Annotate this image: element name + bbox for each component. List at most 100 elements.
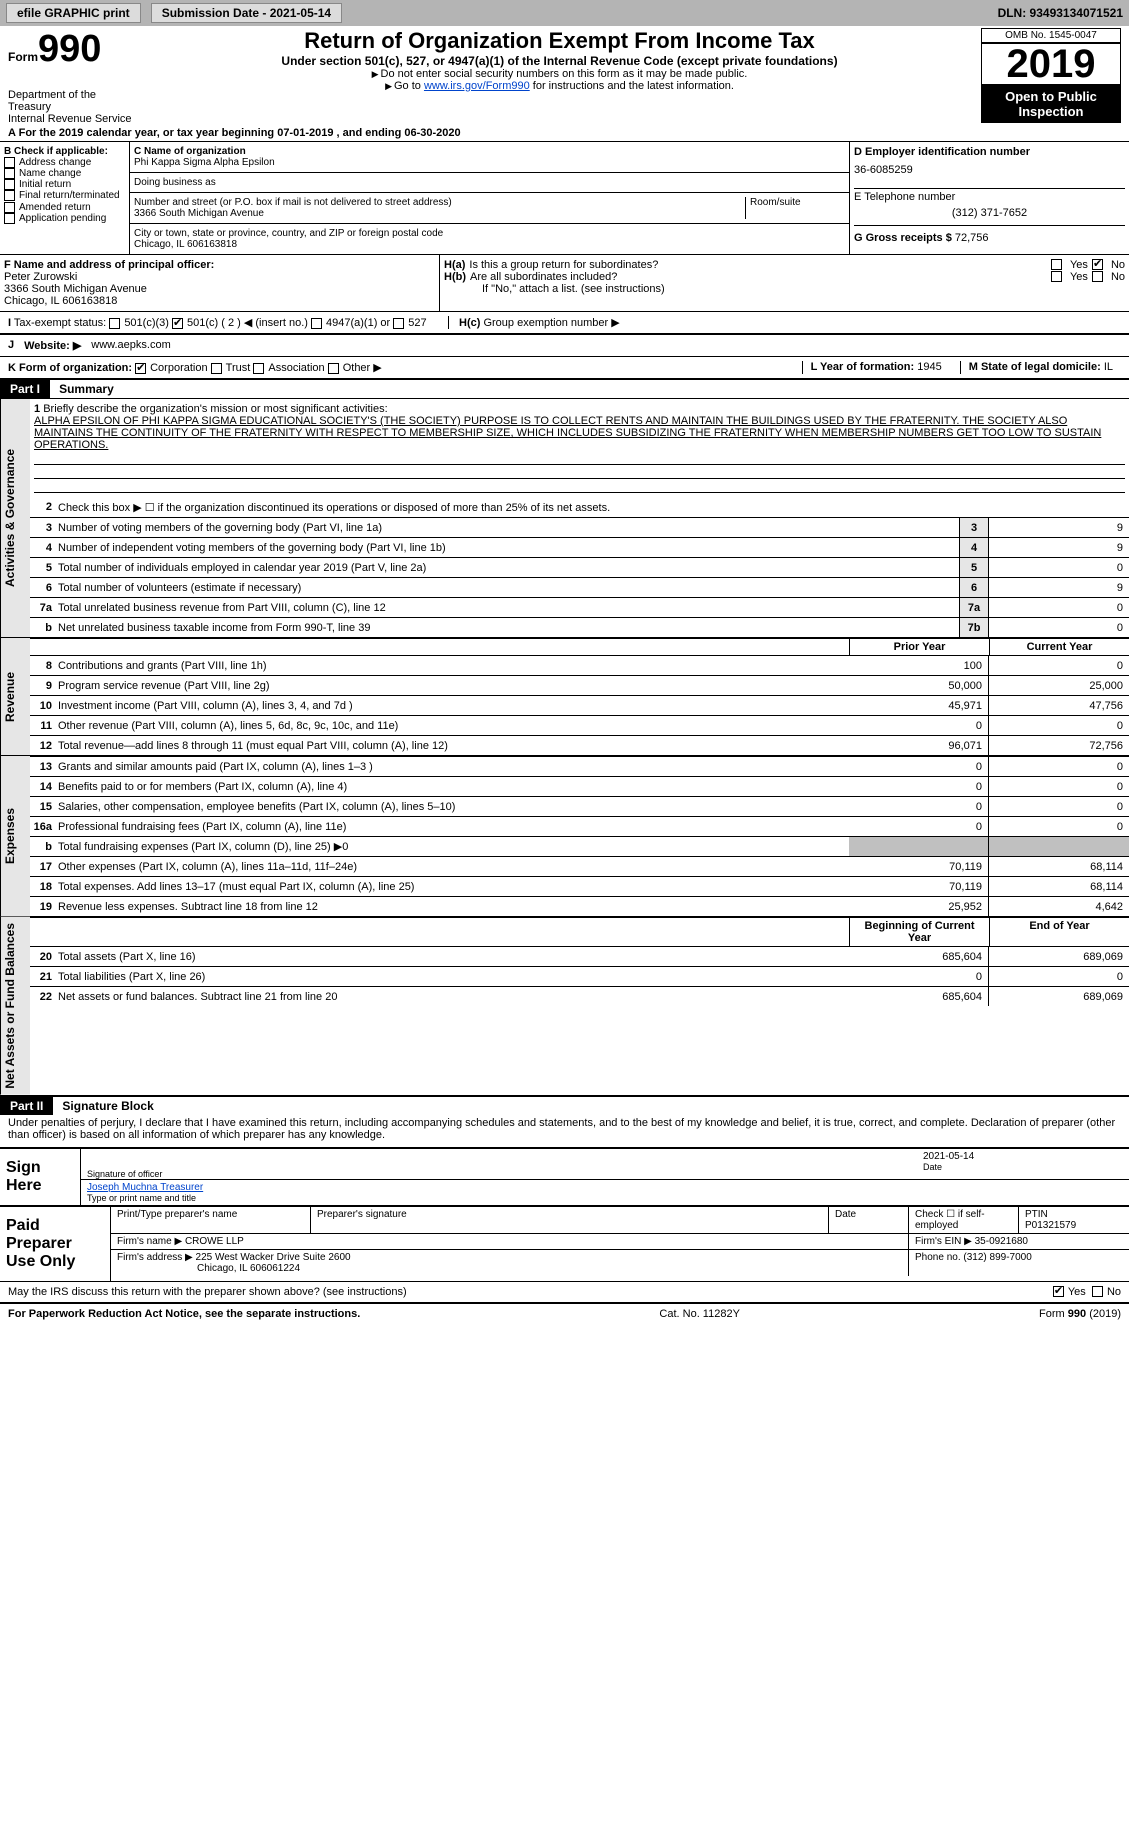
- row-desc: Grants and similar amounts paid (Part IX…: [58, 759, 849, 775]
- row-num: 19: [30, 901, 58, 913]
- chk-pending[interactable]: Application pending: [4, 213, 125, 224]
- prior-value: 685,604: [849, 987, 989, 1006]
- gross-value: 72,756: [955, 232, 989, 244]
- form-no: 990: [38, 28, 101, 70]
- phone-label: E Telephone number: [854, 191, 1125, 203]
- ein-value: 36-6085259: [854, 158, 1125, 186]
- row-box: 6: [959, 578, 989, 597]
- row-num: 15: [30, 801, 58, 813]
- chk-4947[interactable]: [311, 318, 322, 329]
- row-fh: F Name and address of principal officer:…: [0, 254, 1129, 311]
- row-num: 17: [30, 861, 58, 873]
- discuss-no[interactable]: [1092, 1286, 1103, 1297]
- row-desc: Other expenses (Part IX, column (A), lin…: [58, 859, 849, 875]
- chk-501c[interactable]: [172, 318, 183, 329]
- summary-row: 15Salaries, other compensation, employee…: [30, 796, 1129, 816]
- row-value: 0: [989, 618, 1129, 637]
- prep-h4: Check ☐ if self-employed: [909, 1207, 1019, 1233]
- current-value: 68,114: [989, 877, 1129, 896]
- chk-address[interactable]: Address change: [4, 157, 125, 168]
- l-value: 1945: [917, 361, 941, 373]
- summary-netassets: Net Assets or Fund Balances Beginning of…: [0, 916, 1129, 1095]
- firm-addr: 225 West Wacker Drive Suite 2600: [196, 1252, 351, 1263]
- tax-year: 2019: [981, 43, 1121, 85]
- form-header: Form990 Department of the Treasury Inter…: [0, 26, 1129, 125]
- sig-name[interactable]: Joseph Muchna Treasurer: [87, 1182, 1123, 1193]
- end-year-hdr: End of Year: [989, 918, 1129, 946]
- room-label: Room/suite: [750, 197, 845, 208]
- summary-row: 11Other revenue (Part VIII, column (A), …: [30, 715, 1129, 735]
- k-assoc: Association: [268, 362, 324, 374]
- chk-527[interactable]: [393, 318, 404, 329]
- org-city: Chicago, IL 606163818: [134, 239, 845, 250]
- hb-yes[interactable]: [1051, 271, 1062, 282]
- discuss-row: May the IRS discuss this return with the…: [0, 1281, 1129, 1302]
- 501c-label: 501(c) ( 2 ) ◀ (insert no.): [187, 317, 308, 329]
- prior-value: 50,000: [849, 676, 989, 695]
- form-label: Form: [8, 50, 38, 64]
- begin-year-hdr: Beginning of Current Year: [849, 918, 989, 946]
- discuss-yes[interactable]: [1053, 1286, 1064, 1297]
- row-num: 11: [30, 720, 58, 732]
- chk-initial-label: Initial return: [19, 179, 71, 190]
- row-num: 12: [30, 740, 58, 752]
- current-value: 0: [989, 797, 1129, 816]
- discuss-yes-label: Yes: [1068, 1286, 1086, 1298]
- row-num: 16a: [30, 821, 58, 833]
- phone-value: (312) 371-7652: [854, 203, 1125, 223]
- row-num: 6: [30, 582, 58, 594]
- hb-no[interactable]: [1092, 271, 1103, 282]
- summary-row: 20Total assets (Part X, line 16)685,6046…: [30, 946, 1129, 966]
- website-value: www.aepks.com: [91, 339, 170, 352]
- chk-501c3[interactable]: [109, 318, 120, 329]
- instructions-link[interactable]: www.irs.gov/Form990: [424, 80, 530, 92]
- form-number: Form990: [8, 28, 138, 71]
- efile-button[interactable]: efile GRAPHIC print: [6, 3, 141, 23]
- officer-city: Chicago, IL 606163818: [4, 295, 435, 307]
- perjury-text: Under penalties of perjury, I declare th…: [0, 1115, 1129, 1147]
- vtab-activities: Activities & Governance: [0, 399, 30, 637]
- summary-row: 21Total liabilities (Part X, line 26)00: [30, 966, 1129, 986]
- paid-preparer-block: Paid Preparer Use Only Print/Type prepar…: [0, 1205, 1129, 1281]
- form-title: Return of Organization Exempt From Incom…: [146, 28, 973, 54]
- row-desc: Total number of volunteers (estimate if …: [58, 580, 959, 596]
- chk-corp[interactable]: [135, 363, 146, 374]
- current-value: 0: [989, 967, 1129, 986]
- chk-name[interactable]: Name change: [4, 168, 125, 179]
- chk-other[interactable]: [328, 363, 339, 374]
- firm-ein: 35-0921680: [975, 1236, 1028, 1247]
- summary-row: 10Investment income (Part VIII, column (…: [30, 695, 1129, 715]
- current-value: 72,756: [989, 736, 1129, 755]
- chk-pending-label: Application pending: [19, 213, 106, 224]
- sig-date: 2021-05-14: [923, 1151, 1123, 1162]
- prior-value: 0: [849, 757, 989, 776]
- tax-period: A For the 2019 calendar year, or tax yea…: [0, 125, 1129, 141]
- sign-here-label: Sign Here: [0, 1149, 80, 1205]
- row-value: 9: [989, 578, 1129, 597]
- chk-amended-label: Amended return: [19, 202, 91, 213]
- prior-year-hdr: Prior Year: [849, 639, 989, 655]
- part1-hdr: Part I: [0, 380, 50, 398]
- summary-revenue: Revenue Prior Year Current Year 8Contrib…: [0, 637, 1129, 755]
- chk-amended[interactable]: Amended return: [4, 202, 125, 213]
- ha-no[interactable]: [1092, 259, 1103, 270]
- chk-final[interactable]: Final return/terminated: [4, 190, 125, 201]
- chk-trust[interactable]: [211, 363, 222, 374]
- row-desc: Program service revenue (Part VIII, line…: [58, 678, 849, 694]
- row-num: b: [30, 841, 58, 853]
- chk-address-label: Address change: [19, 157, 91, 168]
- row-desc: Benefits paid to or for members (Part IX…: [58, 779, 849, 795]
- summary-row: 13Grants and similar amounts paid (Part …: [30, 756, 1129, 776]
- row-desc: Salaries, other compensation, employee b…: [58, 799, 849, 815]
- submission-button[interactable]: Submission Date - 2021-05-14: [151, 3, 342, 23]
- ha-yes[interactable]: [1051, 259, 1062, 270]
- firm-name: CROWE LLP: [185, 1236, 244, 1247]
- current-value: 689,069: [989, 947, 1129, 966]
- chk-assoc[interactable]: [253, 363, 264, 374]
- discuss-no-label: No: [1107, 1286, 1121, 1298]
- summary-row: 18Total expenses. Add lines 13–17 (must …: [30, 876, 1129, 896]
- summary-row: 2Check this box ▶ ☐ if the organization …: [30, 497, 1129, 517]
- chk-initial[interactable]: Initial return: [4, 179, 125, 190]
- l-label: L Year of formation:: [811, 361, 915, 373]
- firm-phone: (312) 899-7000: [963, 1252, 1031, 1263]
